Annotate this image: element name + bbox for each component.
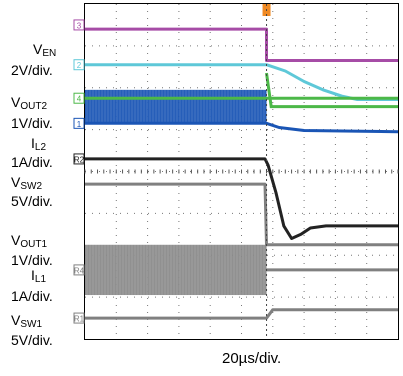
channel-marker-box [73,153,85,165]
switching-band [85,244,267,296]
trace-sw1 [85,308,398,320]
label-ven: VEN [33,41,57,59]
label-vsw2: VSW2 [11,174,43,192]
label-vout2: VOUT2 [11,94,48,112]
channel-marker: 1 [73,117,85,129]
scale-il2: 1A/div. [11,154,53,170]
channel-marker-text: 3 [77,21,82,30]
channel-marker-box [73,117,85,129]
scale-vsw2: 5V/div. [11,193,53,209]
channel-marker-box [73,19,85,31]
channel-marker-box [73,59,85,71]
channel-marker: 4 [73,92,85,104]
channel-markers: 3 2 4 1 R2 R4 R1 [73,19,85,324]
channel-marker: R4 [73,264,85,276]
channel-marker-box [73,92,85,104]
label-il2: IL2 [31,135,47,153]
scale-il1: 1A/div. [11,288,53,304]
scale-vsw1: 5V/div. [11,332,53,348]
trace-out1-ref [85,182,398,247]
label-vsw1: VSW1 [11,312,43,330]
channel-marker: R1 [73,312,85,324]
channel-marker: R2 [73,153,85,165]
scale-vout2: 1V/div. [11,115,53,131]
channel-marker-text: 2 [77,61,82,70]
label-vout1: VOUT1 [11,232,48,250]
channel-marker: 2 [73,59,85,71]
scale-vout1: 1V/div. [11,252,53,268]
channel-marker: 3 [73,19,85,31]
trace-l2-after [265,72,398,109]
channel-marker-text: R1 [74,315,85,324]
trigger-marker [262,4,271,339]
timebase-label: 20µs/div. [222,350,282,367]
label-il1: IL1 [31,267,47,285]
channel-marker-text: 4 [77,95,82,104]
channel-marker-text: R2 [74,155,85,164]
channel-marker-box [73,312,85,324]
scale-ven: 2V/div. [11,62,53,78]
trace-out1 [85,157,398,240]
graticule [84,4,399,339]
trace-sw2 [85,121,399,134]
switching-band [85,89,267,124]
channel-marker-text: R4 [74,266,85,275]
switching-bands [85,89,267,296]
channel-marker-text: 1 [77,120,82,129]
channel-marker-box [73,264,85,276]
traces [85,27,399,320]
